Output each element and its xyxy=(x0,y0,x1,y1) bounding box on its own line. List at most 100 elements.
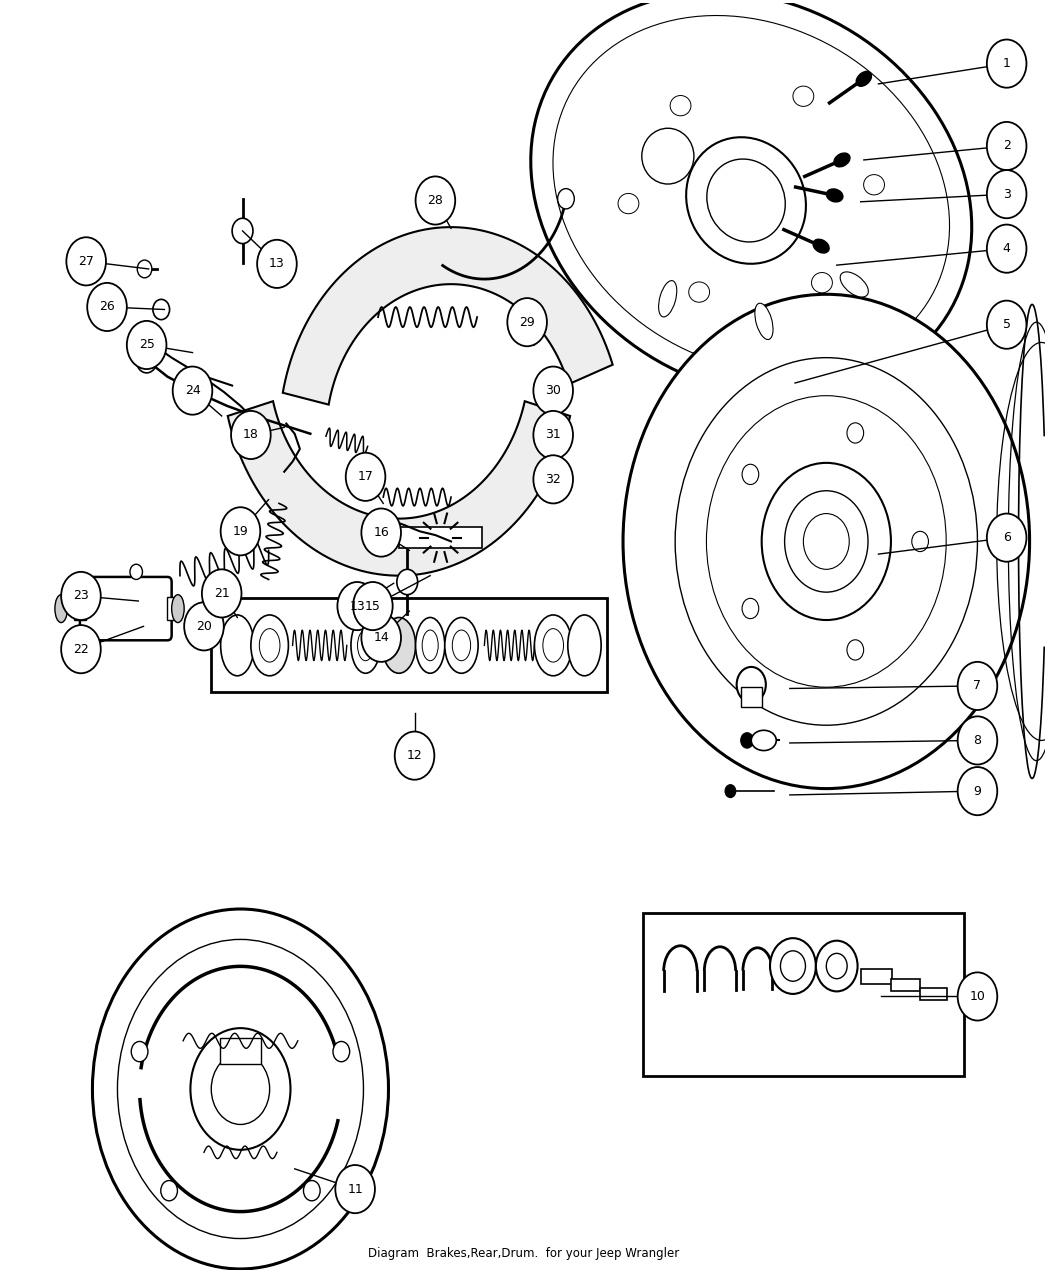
Ellipse shape xyxy=(383,617,416,673)
Text: 7: 7 xyxy=(974,680,982,693)
Circle shape xyxy=(533,367,573,415)
Ellipse shape xyxy=(259,629,280,662)
Circle shape xyxy=(333,1041,350,1062)
Bar xyxy=(399,527,482,547)
Text: 26: 26 xyxy=(100,300,115,313)
Text: 31: 31 xyxy=(545,429,561,442)
Ellipse shape xyxy=(221,615,254,676)
Bar xyxy=(168,597,180,620)
Bar xyxy=(741,687,762,708)
Ellipse shape xyxy=(755,303,773,340)
Ellipse shape xyxy=(864,174,885,195)
Text: 15: 15 xyxy=(365,600,380,612)
Circle shape xyxy=(137,260,152,278)
Circle shape xyxy=(524,320,541,340)
Text: 14: 14 xyxy=(373,631,389,644)
Circle shape xyxy=(131,1041,148,1062)
Circle shape xyxy=(395,732,434,780)
Text: 3: 3 xyxy=(1003,187,1010,201)
Ellipse shape xyxy=(568,615,602,676)
Text: 6: 6 xyxy=(1003,531,1010,544)
Ellipse shape xyxy=(751,731,777,751)
Text: 1: 1 xyxy=(1003,57,1010,70)
Text: 5: 5 xyxy=(1003,318,1010,331)
Ellipse shape xyxy=(351,617,380,673)
Text: 17: 17 xyxy=(357,470,373,484)
Circle shape xyxy=(912,531,929,551)
Bar xyxy=(860,969,892,984)
Circle shape xyxy=(762,463,891,620)
Circle shape xyxy=(987,224,1026,272)
Circle shape xyxy=(737,667,766,703)
Circle shape xyxy=(770,938,816,994)
Circle shape xyxy=(826,953,847,979)
Circle shape xyxy=(533,411,573,460)
Ellipse shape xyxy=(453,630,471,661)
FancyBboxPatch shape xyxy=(80,577,172,640)
Text: 24: 24 xyxy=(184,384,200,397)
Circle shape xyxy=(130,564,143,579)
Circle shape xyxy=(92,909,389,1269)
Text: 13: 13 xyxy=(349,600,365,612)
Ellipse shape xyxy=(793,87,814,107)
Ellipse shape xyxy=(172,594,184,622)
Circle shape xyxy=(958,973,998,1021)
Text: 30: 30 xyxy=(545,384,561,397)
Circle shape xyxy=(362,614,401,662)
Polygon shape xyxy=(227,401,570,575)
Text: 19: 19 xyxy=(233,524,248,537)
Text: 16: 16 xyxy=(373,526,389,538)
Text: 23: 23 xyxy=(73,589,89,602)
Bar xyxy=(891,979,920,992)
Text: 27: 27 xyxy=(79,255,94,267)
Ellipse shape xyxy=(54,594,67,622)
Circle shape xyxy=(987,122,1026,171)
Circle shape xyxy=(725,784,736,797)
Circle shape xyxy=(847,423,864,443)
Circle shape xyxy=(173,367,213,415)
Text: 10: 10 xyxy=(969,990,985,1003)
Text: 28: 28 xyxy=(428,193,443,207)
Ellipse shape xyxy=(856,71,872,87)
Circle shape xyxy=(958,768,998,815)
Text: 13: 13 xyxy=(269,257,285,270)
Ellipse shape xyxy=(811,272,832,293)
Circle shape xyxy=(362,508,401,556)
Circle shape xyxy=(987,513,1026,561)
Circle shape xyxy=(136,348,157,373)
Circle shape xyxy=(191,1029,290,1150)
Ellipse shape xyxy=(444,617,478,673)
Text: 32: 32 xyxy=(545,472,561,486)
Circle shape xyxy=(558,188,574,209)
Circle shape xyxy=(221,507,260,555)
Text: 2: 2 xyxy=(1003,140,1010,153)
Ellipse shape xyxy=(658,280,677,317)
Circle shape xyxy=(127,321,167,369)
Ellipse shape xyxy=(250,615,288,676)
Bar xyxy=(212,598,608,693)
Circle shape xyxy=(353,582,393,630)
Ellipse shape xyxy=(686,137,806,264)
Circle shape xyxy=(742,465,759,485)
Ellipse shape xyxy=(827,188,843,202)
Circle shape xyxy=(507,298,547,346)
Circle shape xyxy=(623,294,1029,788)
Circle shape xyxy=(184,602,224,651)
Ellipse shape xyxy=(357,630,373,661)
Circle shape xyxy=(232,218,253,243)
Text: 22: 22 xyxy=(73,643,89,656)
Ellipse shape xyxy=(534,615,572,676)
Circle shape xyxy=(958,717,998,765)
Circle shape xyxy=(202,569,241,617)
Text: 4: 4 xyxy=(1003,242,1010,255)
Circle shape xyxy=(335,1165,375,1213)
Circle shape xyxy=(153,299,170,320)
Circle shape xyxy=(87,283,127,331)
Ellipse shape xyxy=(670,95,691,116)
Text: 29: 29 xyxy=(519,316,534,328)
Bar xyxy=(73,597,86,620)
Text: 8: 8 xyxy=(974,735,982,747)
Text: 20: 20 xyxy=(196,620,212,633)
Text: 12: 12 xyxy=(407,749,422,763)
Circle shape xyxy=(804,513,849,569)
